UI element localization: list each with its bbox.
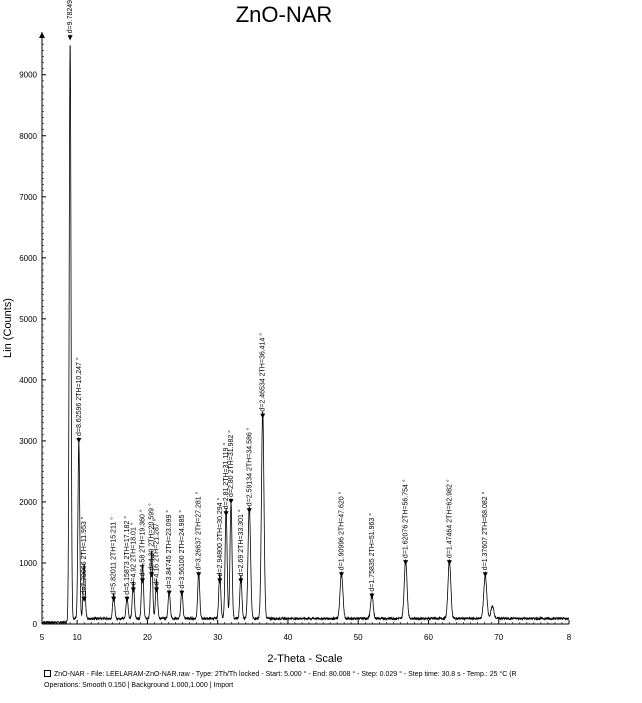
peak-label: d=8.62596 2TH=10.247 °	[75, 357, 83, 436]
diffraction-pattern-line	[41, 45, 570, 625]
peak-label: d=2.46534 2TH=36.414 °	[259, 333, 267, 412]
x-tick-label: 20	[143, 633, 152, 642]
peak-arrow-icon	[196, 572, 202, 578]
peak-label: d=5.82011 2TH=15.211 °	[110, 517, 118, 595]
y-tick-label: 5000	[19, 315, 37, 324]
peak-arrow-icon	[228, 499, 234, 505]
peak-arrow-icon	[482, 572, 488, 578]
x-tick-label: 30	[213, 633, 222, 642]
peak-arrow-icon	[124, 596, 130, 602]
peak-label: d=3.26637 2TH=27.281 °	[195, 491, 203, 570]
y-tick-label: 7000	[19, 193, 37, 202]
peak-label: d=3.84745 2TH=23.099 °	[165, 510, 173, 589]
peak-label: d=1.37607 2TH=68.082 °	[481, 491, 489, 570]
peak-arrow-icon	[154, 587, 160, 593]
y-axis-label: Lin (Counts)	[2, 298, 14, 358]
peak-arrow-icon	[149, 572, 155, 578]
y-tick-label: 1000	[19, 559, 37, 568]
peak-label: d=2.94800 2TH=30.294 °	[216, 497, 224, 576]
peak-label: d=1.75835 2TH=51.963 °	[368, 513, 376, 592]
y-tick-label: 2000	[19, 498, 37, 507]
x-tick-label: 5	[40, 633, 45, 642]
peak-label: d=2.80 2TH=31.982 °	[227, 430, 235, 497]
y-tick-label: 8000	[19, 132, 37, 141]
x-tick-label: 60	[424, 633, 433, 642]
peak-arrow-icon	[139, 578, 145, 584]
peak-label: d=9.78249 2TH=9	[67, 0, 74, 33]
x-axis-label: 2-Theta - Scale	[267, 653, 342, 665]
peak-arrow-icon	[260, 413, 266, 419]
x-tick-label: 10	[73, 633, 82, 642]
peak-labels: d=9.78249 2TH=9 d=8.62596 2TH=10.247 ° d=7…	[67, 0, 489, 602]
peak-label: d=3.56100 2TH=24.985 °	[178, 510, 186, 589]
peak-arrow-icon	[166, 590, 172, 596]
peak-label: d=2.59134 2TH=34.586 °	[245, 427, 253, 506]
legend-marker-icon	[44, 670, 51, 677]
peak-label: d=4.16 2TH=21.287 °	[153, 518, 161, 585]
peak-arrow-icon	[130, 587, 136, 593]
peak-label: d=4.92 2TH=18.01 °	[129, 522, 137, 585]
scan-info-footer: ZnO-NAR - File: LEELARAM-ZnO-NAR.raw - T…	[54, 671, 517, 678]
peak-arrow-icon	[223, 511, 229, 517]
y-tick-label: 6000	[19, 254, 37, 263]
peak-arrow-icon	[369, 593, 375, 599]
x-tick-label: 50	[354, 633, 363, 642]
peak-label: d=4.58 2TH=19.360 °	[138, 509, 146, 576]
peak-arrow-icon	[217, 578, 223, 584]
peak-arrow-icon	[238, 578, 244, 584]
peak-label: d=2.69 2TH=33.301 °	[237, 509, 245, 576]
peak-label: d=7.70066 2TH=11.953 °	[80, 516, 88, 594]
peak-label: d=5.15873 2TH=17.182 °	[123, 516, 131, 595]
peak-arrow-icon	[67, 35, 73, 41]
y-tick-label: 4000	[19, 376, 37, 385]
peak-arrow-icon	[111, 596, 117, 602]
y-tick-label: 0	[33, 620, 38, 629]
peak-label: d=1.47464 2TH=62.982 °	[445, 479, 453, 558]
y-tick-label: 9000	[19, 71, 37, 80]
peak-label: d=1.62076 2TH=56.754 °	[402, 479, 410, 558]
peak-arrow-icon	[246, 508, 252, 514]
x-tick-label: 70	[494, 633, 503, 642]
peak-label: d=4.30 2TH=20.599 °	[148, 503, 156, 570]
chart-title: ZnO-NAR	[236, 2, 333, 27]
peak-arrow-icon	[338, 572, 344, 578]
peak-label: d=2.81 2TH=31.119 °	[222, 443, 230, 510]
peak-label: d=1.90996 2TH=47.620 °	[337, 491, 345, 570]
operations-footer: Operations: Smooth 0.150 | Background 1.…	[44, 682, 234, 689]
x-tick-label: 8	[567, 633, 572, 642]
peak-arrow-icon	[76, 438, 82, 444]
peak-arrow-icon	[403, 560, 409, 566]
peak-arrow-icon	[179, 590, 185, 596]
peak-arrow-icon	[81, 596, 87, 602]
y-axis-ticks: 0 1000 2000 3000 4000 5000 6000 7000 8000 9000	[19, 43, 46, 629]
y-axis-arrow-icon	[39, 32, 45, 38]
axes	[39, 32, 569, 625]
peak-arrow-icon	[446, 560, 452, 566]
x-tick-label: 40	[283, 633, 292, 642]
x-axis-ticks: 5 10 20 30 40 50 60 70 8	[40, 620, 572, 642]
y-tick-label: 3000	[19, 437, 37, 446]
